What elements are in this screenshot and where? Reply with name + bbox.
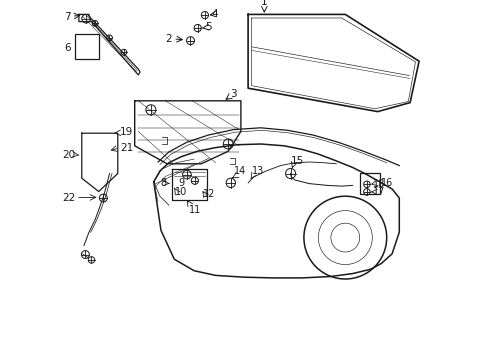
Text: 13: 13 <box>251 166 264 176</box>
Text: 7: 7 <box>64 12 71 22</box>
Text: 2: 2 <box>165 34 171 44</box>
Text: 22: 22 <box>62 193 75 203</box>
Text: 21: 21 <box>120 143 133 153</box>
Text: 14: 14 <box>234 166 246 176</box>
Text: 6: 6 <box>64 42 71 53</box>
Text: 17: 17 <box>372 187 384 197</box>
Text: 9: 9 <box>178 178 183 188</box>
Text: 5: 5 <box>204 22 211 32</box>
Text: 10: 10 <box>175 186 187 197</box>
Text: 16: 16 <box>381 178 393 188</box>
Text: 3: 3 <box>230 89 236 99</box>
Text: 11: 11 <box>188 205 201 215</box>
Text: 18: 18 <box>372 179 384 189</box>
Text: 12: 12 <box>203 189 215 199</box>
Text: 20: 20 <box>62 150 75 160</box>
Text: 19: 19 <box>120 127 133 138</box>
Text: 15: 15 <box>290 156 303 166</box>
Text: 8: 8 <box>160 178 166 188</box>
Text: 1: 1 <box>261 0 267 7</box>
Text: 4: 4 <box>211 9 218 19</box>
